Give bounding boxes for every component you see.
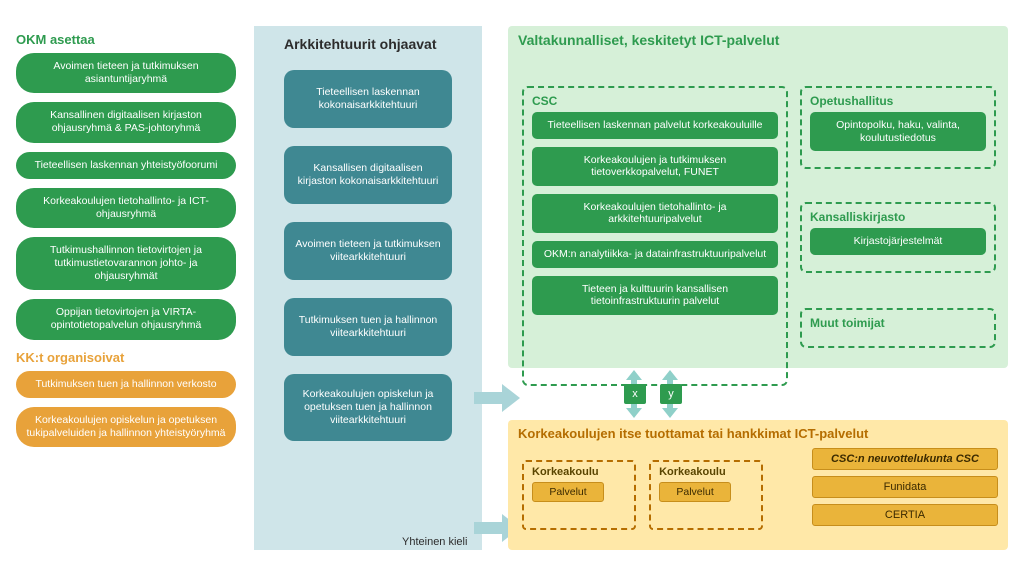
csc-service: OKM:n analytiikka- ja datainfrastruktuur… bbox=[532, 241, 778, 268]
ark-heading: Arkkitehtuurit ohjaavat bbox=[284, 36, 452, 52]
side-org-list: CSC:n neuvottelukunta CSC Funidata CERTI… bbox=[812, 448, 998, 532]
okm-heading: OKM asettaa bbox=[16, 32, 236, 47]
muut-title: Muut toimijat bbox=[810, 316, 986, 330]
okm-item: Oppijan tietovirtojen ja VIRTA-opintotie… bbox=[16, 299, 236, 339]
architecture-column: Arkkitehtuurit ohjaavat Tieteellisen las… bbox=[254, 26, 482, 550]
okm-item: Kansallinen digitaalisen kirjaston ohjau… bbox=[16, 102, 236, 142]
marker-y: y bbox=[660, 384, 682, 404]
csc-service: Tieteellisen laskennan palvelut korkeako… bbox=[532, 112, 778, 139]
common-language-label: Yhteinen kieli bbox=[402, 536, 467, 548]
kk-box-title: Korkeakoulu bbox=[659, 466, 753, 478]
kansallis-service: Kirjastojärjestelmät bbox=[810, 228, 986, 255]
okm-item: Avoimen tieteen ja tutkimuksen asiantunt… bbox=[16, 53, 236, 93]
kk-service: Palvelut bbox=[532, 482, 604, 502]
kansallis-title: Kansalliskirjasto bbox=[810, 210, 986, 224]
csc-service: Korkeakoulujen ja tutkimuksen tietoverkk… bbox=[532, 147, 778, 186]
kansalliskirjasto-group: Kansalliskirjasto Kirjastojärjestelmät bbox=[800, 202, 996, 273]
kk-box-title: Korkeakoulu bbox=[532, 466, 626, 478]
own-ict-panel: Korkeakoulujen itse tuottamat tai hankki… bbox=[508, 420, 1008, 550]
left-column: OKM asettaa Avoimen tieteen ja tutkimuks… bbox=[16, 32, 236, 456]
own-ict-heading: Korkeakoulujen itse tuottamat tai hankki… bbox=[518, 426, 998, 441]
okm-item: Tutkimushallinnon tietovirtojen ja tutki… bbox=[16, 237, 236, 290]
marker-x: x bbox=[624, 384, 646, 404]
muut-group: Muut toimijat bbox=[800, 308, 996, 348]
okm-item: Tieteellisen laskennan yhteistyöfoorumi bbox=[16, 152, 236, 179]
oph-group: Opetushallitus Opintopolku, haku, valint… bbox=[800, 86, 996, 169]
kk-service: Palvelut bbox=[659, 482, 731, 502]
national-ict-heading: Valtakunnalliset, keskitetyt ICT-palvelu… bbox=[518, 32, 998, 48]
ark-item: Avoimen tieteen ja tutkimuksen viitearkk… bbox=[284, 222, 452, 280]
korkeakoulu-box: Korkeakoulu Palvelut bbox=[522, 460, 636, 530]
oph-service: Opintopolku, haku, valinta, koulutustied… bbox=[810, 112, 986, 151]
side-org: CERTIA bbox=[812, 504, 998, 526]
ark-item: Tieteellisen laskennan kokonaisarkkiteht… bbox=[284, 70, 452, 128]
kk-item: Korkeakoulujen opiskelun ja opetuksen tu… bbox=[16, 407, 236, 447]
csc-title: CSC bbox=[532, 94, 778, 108]
kk-item: Tutkimuksen tuen ja hallinnon verkosto bbox=[16, 371, 236, 398]
okm-item: Korkeakoulujen tietohallinto- ja ICT-ohj… bbox=[16, 188, 236, 228]
csc-service: Tieteen ja kulttuurin kansallisen tietoi… bbox=[532, 276, 778, 315]
ark-item: Kansallisen digitaalisen kirjaston kokon… bbox=[284, 146, 452, 204]
arrow-to-top bbox=[474, 382, 522, 414]
ark-item: Tutkimuksen tuen ja hallinnon viitearkki… bbox=[284, 298, 452, 356]
csc-service: Korkeakoulujen tietohallinto- ja arkkite… bbox=[532, 194, 778, 233]
side-org: CSC:n neuvottelukunta CSC bbox=[812, 448, 998, 470]
kk-heading: KK:t organisoivat bbox=[16, 350, 236, 365]
oph-title: Opetushallitus bbox=[810, 94, 986, 108]
csc-group: CSC Tieteellisen laskennan palvelut kork… bbox=[522, 86, 788, 386]
korkeakoulu-box: Korkeakoulu Palvelut bbox=[649, 460, 763, 530]
ark-item: Korkeakoulujen opiskelun ja opetuksen tu… bbox=[284, 374, 452, 441]
national-ict-panel: Valtakunnalliset, keskitetyt ICT-palvelu… bbox=[508, 26, 1008, 368]
side-org: Funidata bbox=[812, 476, 998, 498]
